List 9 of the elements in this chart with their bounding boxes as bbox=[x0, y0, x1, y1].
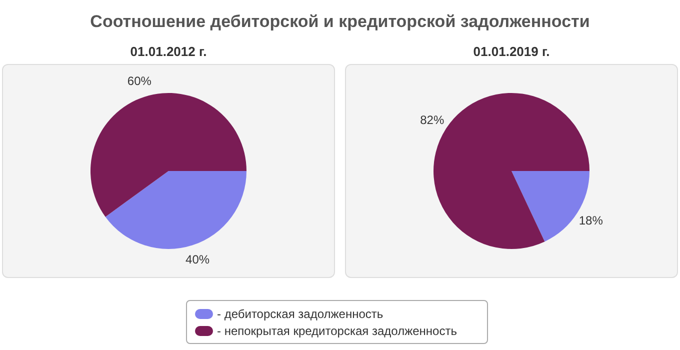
legend-label: - дебиторская задолженность bbox=[217, 306, 384, 320]
data-label: 18% bbox=[578, 214, 604, 228]
chart-title: 01.01.2012 г. bbox=[129, 43, 208, 61]
data-label: 60% bbox=[127, 74, 152, 88]
data-label: 82% bbox=[420, 112, 444, 127]
text: Соотношение дебиторской и кредиторской задолженности bbox=[89, 11, 591, 33]
legend-label: - непокрытая кредиторская задолженность bbox=[217, 324, 457, 338]
data-label: 40% bbox=[186, 252, 210, 267]
chart-title: 01.01.2019 г. bbox=[472, 43, 551, 61]
